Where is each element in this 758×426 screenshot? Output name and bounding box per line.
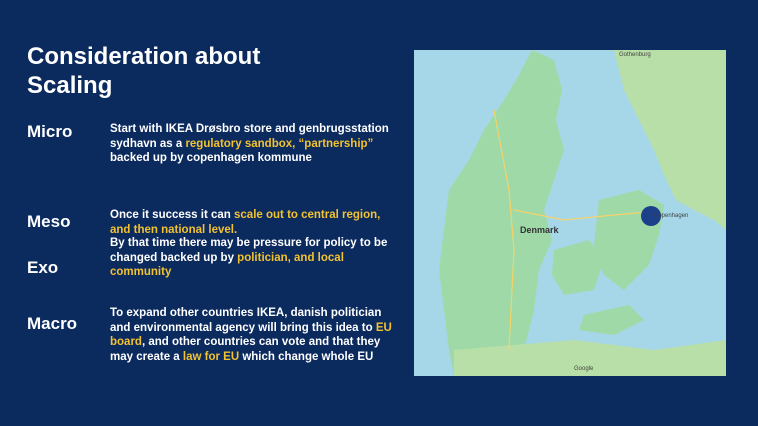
text-macro: To expand other countries IKEA, danish p… <box>110 306 400 364</box>
section-3-part-2: , and other countries can vote and that … <box>110 336 381 363</box>
section-3-part-1: EU board <box>110 321 392 349</box>
label-macro: Macro <box>27 314 78 333</box>
map-country-label: Denmark <box>520 225 559 235</box>
map-logo: Google <box>574 366 594 372</box>
denmark-map[interactable]: Gothenburg Denmark Copenhagen Google <box>414 50 726 376</box>
map-city-label: Copenhagen <box>654 213 689 219</box>
text-meso: Once it success it can scale out to cent… <box>110 208 400 237</box>
label-meso: Meso <box>27 212 71 231</box>
section-1-part-0: Once it success it can <box>110 209 235 221</box>
section-0-part-0: Start with IKEA Drøsbro store and genbru… <box>110 123 389 150</box>
text-exo: By that time there may be pressure for p… <box>110 236 400 280</box>
label-micro: Micro <box>27 122 73 141</box>
title-line-1: Consideration about <box>27 43 261 70</box>
title-line-2: Scaling <box>27 72 113 99</box>
slide-title: Consideration about Scaling <box>27 42 357 100</box>
section-3-part-3: law for EU <box>182 350 240 363</box>
section-0-part-1: regulatory sandbox, “partnership” <box>185 137 374 150</box>
map-top-label: Gothenburg <box>619 52 651 58</box>
copenhagen-marker <box>641 206 661 226</box>
section-2-part-1: politician, and local community <box>110 251 344 279</box>
text-micro: Start with IKEA Drøsbro store and genbru… <box>110 122 400 166</box>
section-2-part-0: By that time there may be pressure for p… <box>110 237 388 264</box>
map-graphic <box>414 50 726 376</box>
section-1-part-1: scale out to central region, and then na… <box>110 209 381 236</box>
label-exo: Exo <box>27 258 59 277</box>
section-3-part-4: which change whole EU <box>239 350 374 363</box>
section-3-part-0: To expand other countries IKEA, danish p… <box>110 307 382 334</box>
section-0-part-2: backed up by copenhagen kommune <box>110 152 312 164</box>
